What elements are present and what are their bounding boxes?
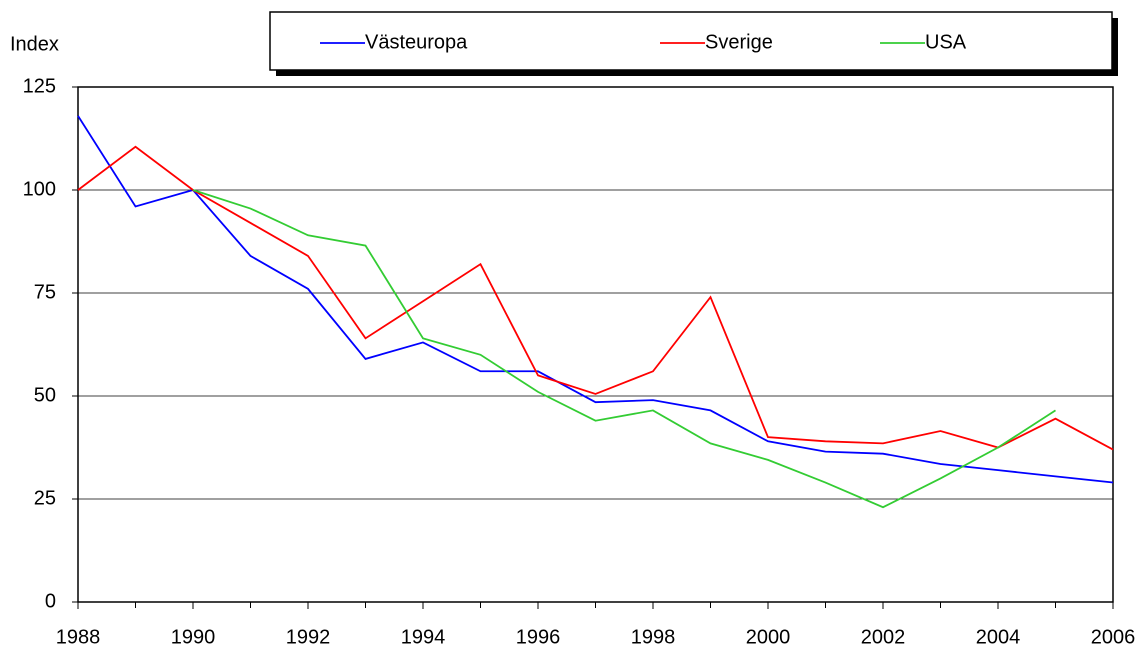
y-tick-label: 50 <box>34 384 56 406</box>
legend-label: Sverige <box>705 31 773 53</box>
legend-box <box>269 11 1113 71</box>
series-line <box>77 115 1114 484</box>
x-tick-label: 1988 <box>56 626 101 648</box>
x-tick-label: 1998 <box>631 626 676 648</box>
legend-label: Västeuropa <box>365 31 468 53</box>
x-tick-label: 2006 <box>1091 626 1136 648</box>
x-tick-label: 2004 <box>976 626 1021 648</box>
x-tick-label: 1996 <box>516 626 561 648</box>
y-tick-label: 100 <box>23 178 56 200</box>
x-tick-label: 1992 <box>286 626 331 648</box>
y-tick-label: 125 <box>23 75 56 97</box>
plot-border <box>77 86 1114 603</box>
x-tick-label: 1990 <box>171 626 216 648</box>
series-line <box>192 189 1056 509</box>
y-tick-label: 0 <box>45 590 56 612</box>
y-axis-label: Index <box>10 33 59 55</box>
x-tick-label: 1994 <box>401 626 446 648</box>
x-tick-label: 2000 <box>746 626 791 648</box>
y-tick-label: 75 <box>34 281 56 303</box>
series-line <box>77 145 1114 451</box>
x-tick-label: 2002 <box>861 626 906 648</box>
legend-label: USA <box>925 31 967 53</box>
y-tick-label: 25 <box>34 487 56 509</box>
